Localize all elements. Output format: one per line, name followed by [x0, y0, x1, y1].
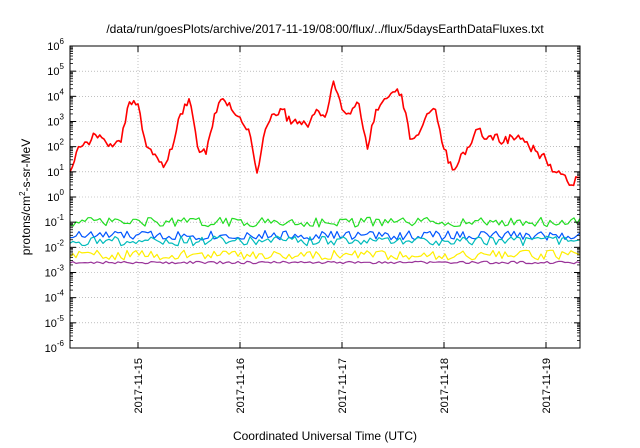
y-tick-base: 10	[47, 66, 59, 78]
y-tick-exponent: 0	[60, 188, 65, 197]
y-tick-exponent: -2	[57, 238, 65, 247]
x-tick-label: 2017-11-17	[337, 358, 349, 413]
series-line	[69, 235, 581, 247]
y-tick-label: 10-3	[45, 264, 65, 280]
x-tick-label: 2017-11-16	[235, 358, 247, 413]
y-axis-label: protons/cm2-s-sr-MeV	[18, 139, 33, 255]
y-tick-label: 10-4	[45, 289, 65, 305]
y-tick-label: 105	[47, 62, 64, 78]
x-tick-label: 2017-11-15	[133, 358, 145, 413]
y-tick-label: 10-5	[45, 314, 65, 330]
y-tick-base: 10	[47, 142, 59, 154]
y-tick-base: 10	[45, 293, 57, 305]
y-tick-base: 10	[47, 91, 59, 103]
y-tick-exponent: 5	[60, 62, 65, 71]
y-tick-base: 10	[47, 117, 59, 129]
y-tick-base: 10	[45, 343, 57, 355]
y-tick-label: 104	[47, 87, 64, 103]
y-tick-base: 10	[47, 41, 59, 53]
y-tick-label: 10-6	[45, 339, 65, 355]
y-tick-base: 10	[47, 167, 59, 179]
x-axis: 2017-11-15 2017-11-16 2017-11-17 2017-11-18…	[133, 46, 553, 413]
series-line	[69, 80, 581, 187]
y-tick-base: 10	[45, 268, 57, 280]
y-tick-exponent: 1	[60, 163, 65, 172]
y-tick-exponent: -4	[57, 289, 65, 298]
series-line	[69, 230, 581, 241]
y-tick-label: 10-2	[45, 238, 65, 254]
y-tick-base: 10	[47, 192, 59, 204]
x-tick-label: 2017-11-19	[541, 358, 553, 413]
y-tick-exponent: 4	[60, 87, 65, 96]
series-layer	[69, 80, 581, 265]
y-tick-exponent: -1	[57, 213, 65, 222]
y-label-sup: 2	[18, 191, 27, 196]
y-label-pre: protons/cm	[19, 196, 33, 255]
series-line	[69, 216, 581, 228]
y-tick-exponent: 3	[60, 113, 65, 122]
y-tick-exponent: 6	[60, 37, 65, 46]
y-tick-label: 100	[47, 188, 64, 204]
y-tick-exponent: 2	[60, 138, 65, 147]
x-axis-label: Coordinated Universal Time (UTC)	[233, 429, 417, 443]
x-tick-label: 2017-11-18	[439, 358, 451, 413]
y-tick-label: 102	[47, 138, 64, 154]
series-line	[69, 249, 581, 261]
y-tick-exponent: -5	[57, 314, 65, 323]
y-tick-label: 103	[47, 113, 64, 129]
y-tick-base: 10	[45, 217, 57, 229]
y-tick-label: 10-1	[45, 213, 65, 229]
y-axis: 10-610-510-410-310-210-11001011021031041…	[45, 37, 580, 355]
grid	[70, 46, 580, 348]
y-tick-base: 10	[45, 242, 57, 254]
y-label-post: -s-sr-MeV	[19, 139, 33, 192]
y-tick-label: 101	[47, 163, 64, 179]
chart-title: /data/run/goesPlots/archive/2017-11-19/0…	[106, 22, 544, 36]
y-tick-exponent: -6	[57, 339, 65, 348]
y-tick-exponent: -3	[57, 264, 65, 273]
series-line	[69, 260, 581, 265]
y-tick-label: 106	[47, 37, 64, 53]
y-tick-base: 10	[45, 318, 57, 330]
